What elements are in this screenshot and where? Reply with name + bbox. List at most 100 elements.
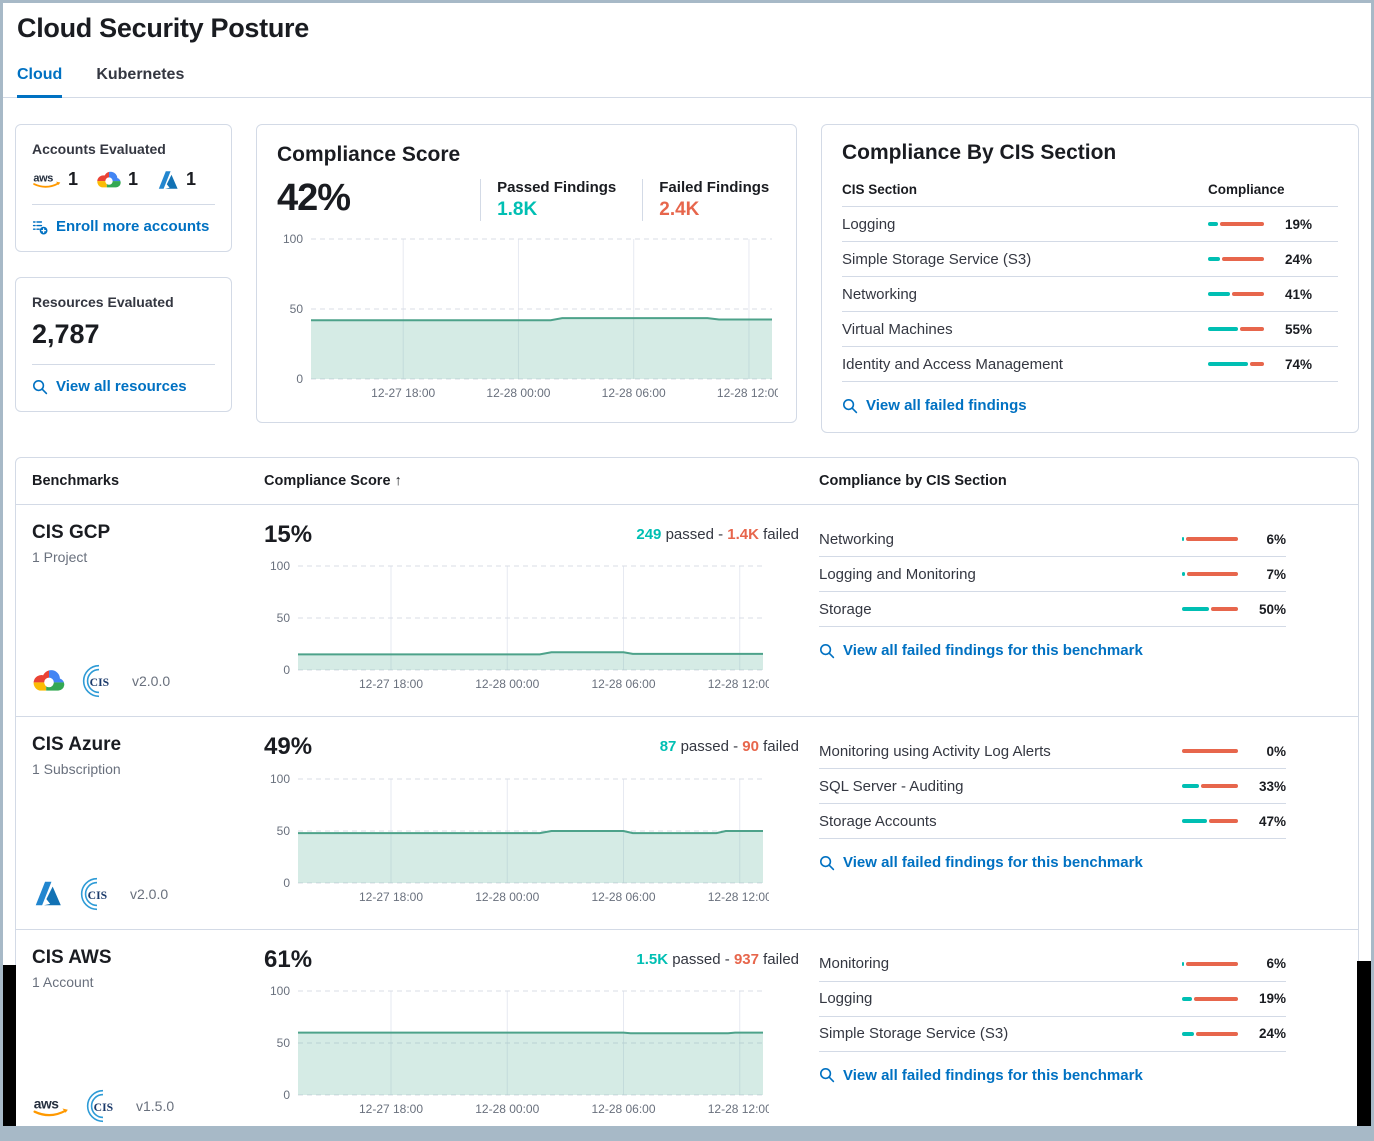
compliance-score-header-label: Compliance Score	[264, 473, 391, 489]
enroll-more-accounts-link[interactable]: Enroll more accounts	[32, 218, 215, 235]
section-label: Logging	[819, 990, 873, 1008]
view-all-failed-findings-label: View all failed findings	[866, 397, 1027, 414]
compliance-percent: 6%	[1266, 531, 1286, 547]
view-all-failed-findings-link[interactable]: View all failed findings	[842, 397, 1338, 414]
compliance-bar	[1208, 327, 1264, 331]
svg-text:aws: aws	[34, 1095, 60, 1111]
failed-word: failed	[763, 738, 799, 756]
compliance-bar	[1208, 362, 1264, 366]
section-row-logging-monitoring[interactable]: Logging and Monitoring 7%	[819, 557, 1286, 592]
azure-icon	[32, 880, 64, 907]
passed-count[interactable]: 249	[636, 526, 662, 543]
aws-count-value: 1	[68, 169, 79, 189]
section-row-monitoring[interactable]: Monitoring 6%	[819, 947, 1286, 982]
cis-row-logging[interactable]: Logging 19%	[842, 207, 1338, 242]
view-all-resources-link[interactable]: View all resources	[32, 378, 215, 395]
passed-findings-value[interactable]: 1.8K	[497, 199, 538, 220]
cis-row-virtual-machines[interactable]: Virtual Machines 55%	[842, 312, 1338, 347]
cis-logo-icon: CIS	[85, 1088, 121, 1124]
svg-text:12-28 06:00: 12-28 06:00	[602, 386, 666, 400]
accounts-evaluated-card: Accounts Evaluated aws 1 1	[15, 124, 232, 252]
tab-kubernetes[interactable]: Kubernetes	[96, 66, 185, 83]
section-row-logging[interactable]: Logging 19%	[819, 982, 1286, 1017]
compliance-percent: 0%	[1266, 743, 1286, 759]
failed-count[interactable]: 90	[742, 738, 759, 756]
cis-row-label: Simple Storage Service (S3)	[842, 250, 1032, 268]
compliance-percent: 74%	[1284, 356, 1312, 372]
compliance-percent: 19%	[1284, 216, 1312, 232]
compliance-bar	[1182, 749, 1238, 754]
section-row-s3[interactable]: Simple Storage Service (S3) 24%	[819, 1017, 1286, 1052]
svg-text:12-27 18:00: 12-27 18:00	[359, 890, 423, 904]
compliance-score-column-header[interactable]: Compliance Score ↑	[264, 473, 799, 489]
svg-text:12-28 00:00: 12-28 00:00	[475, 890, 539, 904]
compliance-bar	[1182, 537, 1238, 541]
view-failed-findings-benchmark-label: View all failed findings for this benchm…	[843, 1066, 1143, 1084]
svg-text:12-27 18:00: 12-27 18:00	[371, 386, 435, 400]
gcp-icon	[32, 668, 66, 694]
svg-text:aws: aws	[33, 172, 53, 184]
section-row-activity-log-alerts[interactable]: Monitoring using Activity Log Alerts 0%	[819, 734, 1286, 770]
cis-row-label: Logging	[842, 215, 896, 233]
divider	[32, 364, 215, 365]
section-label: SQL Server - Auditing	[819, 777, 964, 795]
compliance-by-cis-section-column-header: Compliance by CIS Section	[819, 473, 1007, 489]
benchmarks-table-header: Benchmarks Compliance Score ↑ Compliance …	[16, 458, 1358, 504]
compliance-percent: 55%	[1284, 321, 1312, 337]
search-icon	[842, 398, 858, 414]
svg-text:100: 100	[270, 560, 290, 573]
benchmark-score: 61%	[264, 945, 313, 973]
section-label: Monitoring using Activity Log Alerts	[819, 742, 1051, 760]
section-row-storage[interactable]: Storage 50%	[819, 592, 1286, 627]
passed-count[interactable]: 1.5K	[636, 950, 669, 968]
compliance-percent: 47%	[1258, 813, 1286, 829]
enroll-icon	[32, 219, 48, 235]
svg-text:CIS: CIS	[94, 1101, 113, 1114]
view-failed-findings-benchmark-link[interactable]: View all failed findings for this benchm…	[819, 642, 1286, 659]
section-row-sql-server-auditing[interactable]: SQL Server - Auditing 33%	[819, 769, 1286, 805]
passed-count[interactable]: 87	[659, 738, 677, 756]
view-failed-findings-benchmark-label: View all failed findings for this benchm…	[843, 854, 1143, 872]
benchmark-name: CIS AWS	[32, 946, 112, 968]
section-label: Simple Storage Service (S3)	[819, 1025, 1009, 1043]
failed-word: failed	[763, 526, 799, 543]
svg-text:100: 100	[270, 773, 290, 786]
compliance-column-header: Compliance	[1208, 182, 1285, 197]
gcp-account-count: 1	[96, 169, 138, 190]
page-title: Cloud Security Posture	[17, 13, 309, 43]
svg-text:0: 0	[296, 372, 303, 386]
compliance-percent: 6%	[1266, 956, 1286, 972]
section-row-storage-accounts[interactable]: Storage Accounts 47%	[819, 804, 1286, 840]
cis-row-s3[interactable]: Simple Storage Service (S3) 24%	[842, 242, 1338, 277]
cis-logo-icon: CIS	[79, 876, 115, 912]
passed-word: passed	[672, 950, 721, 968]
svg-text:12-28 06:00: 12-28 06:00	[591, 890, 655, 904]
cis-row-label: Identity and Access Management	[842, 355, 1063, 373]
compliance-bar	[1182, 607, 1238, 611]
benchmark-subtitle: 1 Project	[32, 549, 88, 565]
view-failed-findings-benchmark-link[interactable]: View all failed findings for this benchm…	[819, 854, 1286, 871]
section-row-networking[interactable]: Networking 6%	[819, 522, 1286, 557]
cis-row-iam[interactable]: Identity and Access Management 74%	[842, 347, 1338, 382]
resources-count: 2,787	[32, 319, 100, 349]
benchmark-subtitle: 1 Account	[32, 973, 94, 990]
svg-text:100: 100	[283, 233, 303, 246]
passed-word: passed	[680, 738, 729, 756]
svg-text:12-28 00:00: 12-28 00:00	[475, 1102, 539, 1116]
cis-row-networking[interactable]: Networking 41%	[842, 277, 1338, 312]
failed-findings-value[interactable]: 2.4K	[659, 199, 700, 220]
benchmark-row-cis-azure: CIS Azure 1 Subscription CIS v2.0.0 49% …	[16, 716, 1358, 928]
benchmark-name: CIS Azure	[32, 734, 122, 756]
section-label: Storage Accounts	[819, 812, 937, 830]
svg-text:12-27 18:00: 12-27 18:00	[359, 677, 423, 691]
failed-count[interactable]: 937	[733, 950, 759, 968]
aws-account-count: aws 1	[32, 169, 78, 190]
failed-count[interactable]: 1.4K	[727, 526, 759, 543]
compliance-bar	[1208, 257, 1264, 261]
benchmark-subtitle: 1 Subscription	[32, 761, 121, 778]
tab-cloud[interactable]: Cloud	[17, 66, 63, 98]
section-label: Logging and Monitoring	[819, 565, 976, 583]
view-failed-findings-benchmark-link[interactable]: View all failed findings for this benchm…	[819, 1067, 1286, 1084]
cis-section-column-header: CIS Section	[842, 182, 918, 197]
